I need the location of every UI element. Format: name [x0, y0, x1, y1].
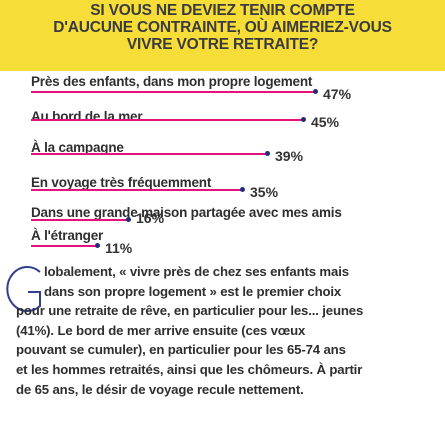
article-text: lobalement, « vivre près de chez ses enf…	[16, 262, 440, 399]
bar-end-dot	[126, 216, 131, 222]
bar-label: En voyage très fréquemment	[31, 175, 212, 190]
chart-title-line-1: SI VOUS NE DEVIEZ TENIR COMPTE	[90, 2, 355, 19]
data-label: 39%	[275, 148, 304, 164]
bar	[31, 88, 318, 94]
article-line: de 65 ans, le désir de voyage recule net…	[16, 381, 304, 397]
data-label: 35%	[250, 184, 279, 200]
article-line: lobalement, « vivre près de chez ses enf…	[44, 264, 349, 279]
chart-title-line-3: VIVRE VOTRE RETRAITE?	[126, 36, 319, 53]
chart-header: SI VOUS NE DEVIEZ TENIR COMPTE D'AUCUNE …	[0, 0, 445, 71]
article-line: pour une retraite de rêve, en particulie…	[16, 303, 364, 319]
dropcap-g-shape	[6, 266, 41, 312]
article-line: pouvant se cumuler), en particulier pour…	[16, 342, 346, 358]
bar	[31, 242, 100, 248]
bar-end-dot	[313, 88, 318, 94]
article-line: et les hommes retraités, ainsi que les c…	[16, 361, 363, 377]
bar-end-dot	[240, 186, 245, 192]
bar	[31, 186, 245, 192]
dropcap-letter	[6, 266, 41, 312]
bar-label: À l'étranger	[31, 228, 104, 243]
bar	[31, 116, 306, 122]
bar-chart: Près des enfants, dans mon propre logeme…	[31, 74, 352, 256]
data-label: 11%	[105, 240, 133, 256]
bar-end-dot	[95, 242, 100, 248]
bar-label: Au bord de la mer	[31, 109, 143, 124]
bar-end-dot	[265, 150, 270, 156]
bar-label: À la campagne	[31, 140, 124, 155]
chart-title-line-2: D'AUCUNE CONTRAINTE, OÙ AIMERIEZ-VOUS	[53, 19, 392, 36]
data-label: 47%	[323, 86, 352, 102]
bar-end-dot	[301, 116, 306, 122]
bar-label: Dans une grande maison partagée avec mes…	[31, 205, 342, 220]
bar	[31, 150, 270, 156]
bar	[31, 216, 131, 222]
data-label: 16%	[136, 210, 165, 226]
article-line: (41%). Le bord de mer arrive ensuite (ce…	[16, 322, 306, 338]
article-line: dans son propre logement » est le premie…	[44, 283, 342, 299]
bar-label: Près des enfants, dans mon propre logeme…	[31, 74, 313, 89]
data-label: 45%	[311, 114, 340, 130]
